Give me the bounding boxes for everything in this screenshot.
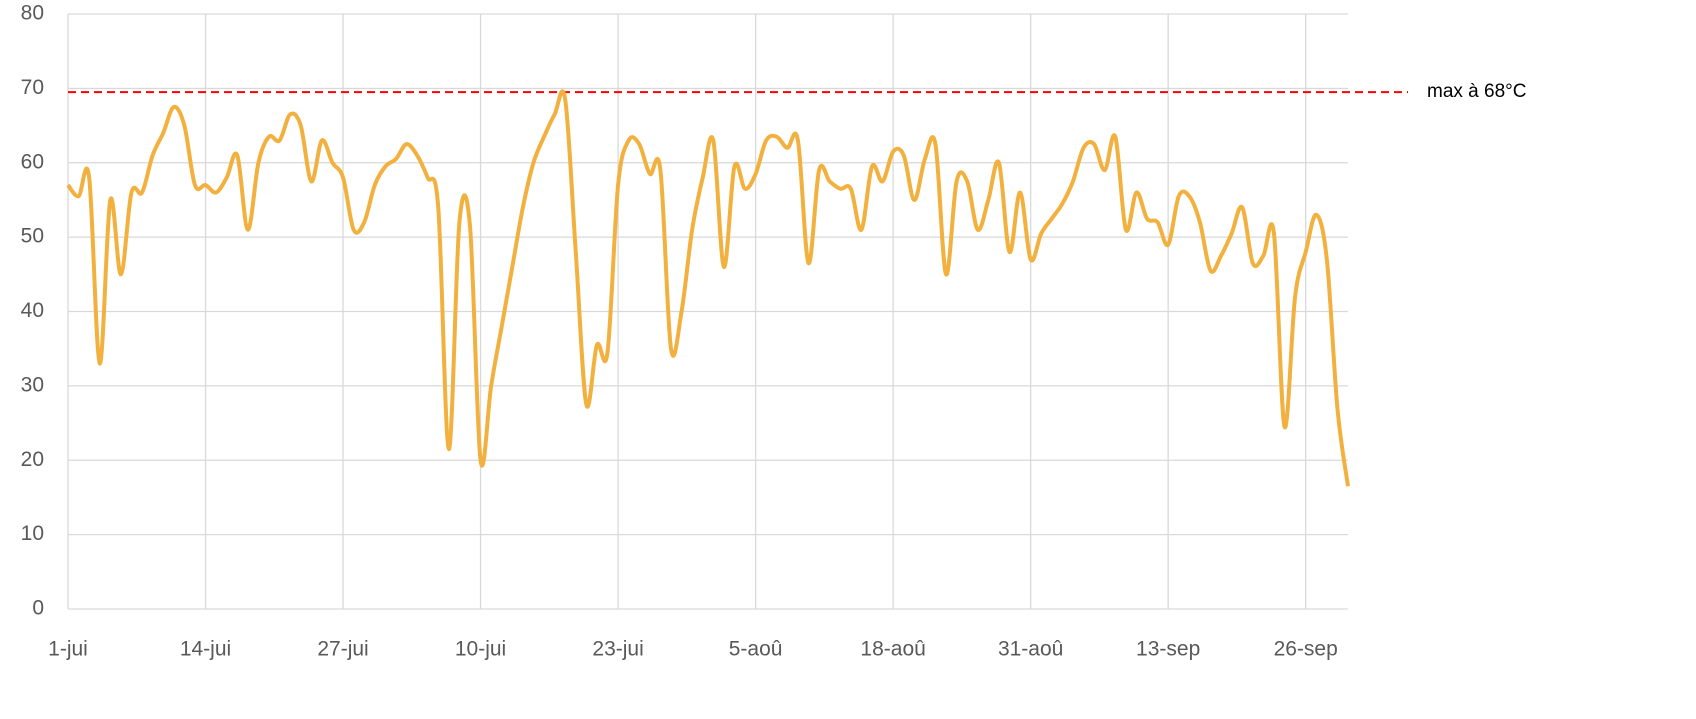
x-tick-label: 31-aoû: [998, 638, 1063, 661]
x-tick-label: 18-aoû: [860, 638, 925, 661]
x-tick-label: 10-jui: [455, 638, 506, 661]
y-tick-label: 10: [21, 522, 44, 545]
x-tick-label: 26-sep: [1274, 638, 1338, 661]
y-tick-label: 50: [21, 225, 44, 248]
y-tick-label: 80: [21, 2, 44, 25]
x-tick-label: 27-jui: [317, 638, 368, 661]
x-tick-label: 23-jui: [592, 638, 643, 661]
y-tick-label: 0: [32, 597, 44, 620]
y-tick-label: 60: [21, 150, 44, 173]
x-tick-label: 14-jui: [180, 638, 231, 661]
x-tick-label: 1-jui: [48, 638, 88, 661]
y-tick-label: 70: [21, 76, 44, 99]
x-tick-label: 13-sep: [1136, 638, 1200, 661]
y-tick-label: 30: [21, 373, 44, 396]
x-tick-label: 5-aoû: [729, 638, 783, 661]
y-tick-label: 40: [21, 299, 44, 322]
threshold-label: max à 68°C: [1427, 81, 1526, 102]
y-tick-label: 20: [21, 448, 44, 471]
series-line: [66, 89, 1350, 487]
